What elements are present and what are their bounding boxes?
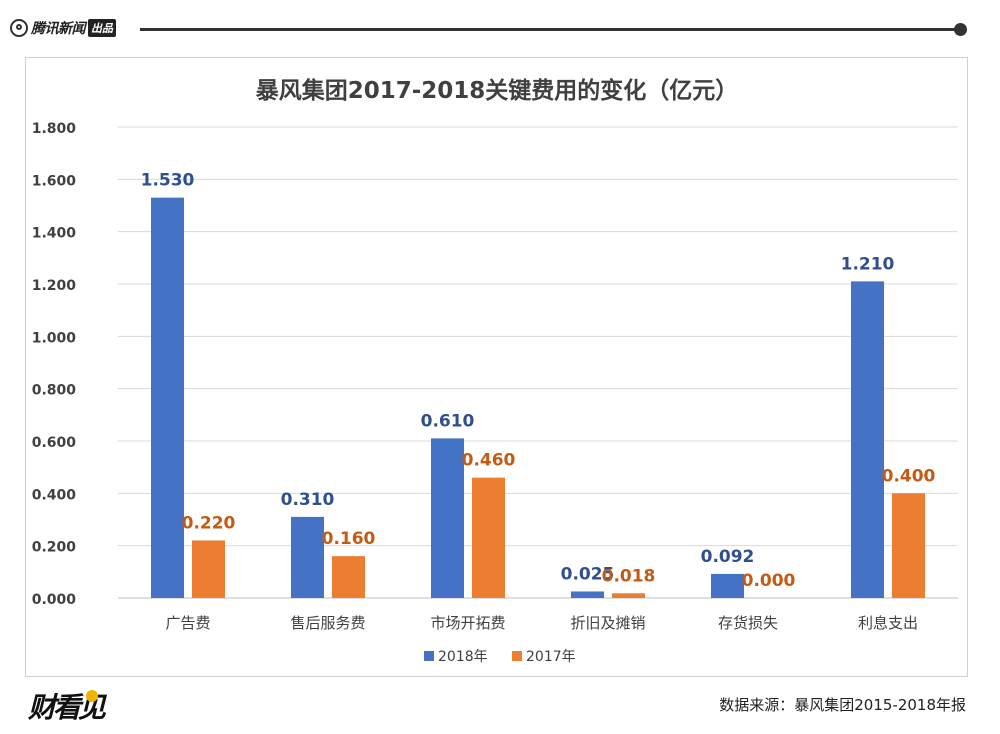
data-label: 0.160 bbox=[322, 529, 376, 549]
y-tick-label: 1.400 bbox=[32, 226, 77, 242]
bar bbox=[151, 197, 184, 598]
data-source: 数据来源：暴风集团2015-2018年报 bbox=[719, 696, 966, 714]
chart-title: 暴风集团2017-2018关键费用的变化（亿元） bbox=[256, 77, 739, 104]
bar bbox=[291, 516, 324, 598]
bar bbox=[192, 540, 225, 598]
data-label: 0.220 bbox=[182, 513, 236, 533]
x-tick-label: 存货损失 bbox=[718, 614, 778, 632]
data-labels: 1.530 0.220 0.310 0.160 0.610 0.460 0.0250.018… bbox=[141, 171, 936, 591]
x-tick-label: 折旧及摊销 bbox=[570, 614, 645, 632]
brand-badge: 出品 bbox=[88, 19, 116, 37]
legend-label: 2018年 bbox=[438, 649, 488, 665]
bar bbox=[612, 593, 645, 598]
bar bbox=[851, 281, 884, 598]
x-tick-label: 售后服务费 bbox=[290, 614, 365, 632]
y-tick-label: 0.600 bbox=[32, 435, 77, 451]
y-axis-ticks: 0.000 0.200 0.400 0.600 0.800 1.000 1.200 1.400… bbox=[32, 121, 77, 608]
footer-logo: 财看见 bbox=[28, 686, 106, 726]
data-label: 0.310 bbox=[281, 490, 335, 510]
data-label: 0.025 bbox=[561, 564, 615, 584]
data-label: 1.210 bbox=[841, 254, 895, 274]
data-label: 1.530 bbox=[141, 171, 195, 191]
legend-swatch bbox=[512, 651, 522, 661]
x-tick-label: 市场开拓费 bbox=[430, 614, 505, 632]
y-tick-label: 0.200 bbox=[32, 540, 77, 556]
y-tick-label: 1.800 bbox=[32, 121, 77, 137]
data-label: 0.610 bbox=[421, 411, 475, 431]
footer-logo-mark-icon bbox=[86, 690, 98, 702]
y-tick-label: 1.200 bbox=[32, 278, 77, 294]
bar bbox=[472, 477, 505, 598]
bar bbox=[711, 573, 744, 598]
y-tick-label: 0.800 bbox=[32, 383, 77, 399]
brand-name: 腾讯新闻 bbox=[31, 21, 86, 37]
bar bbox=[431, 438, 464, 598]
legend-label: 2017年 bbox=[526, 649, 576, 665]
data-label: 0.018 bbox=[602, 566, 656, 586]
header-divider-line bbox=[140, 28, 958, 31]
y-tick-label: 1.600 bbox=[32, 173, 77, 189]
tencent-logo-icon bbox=[10, 19, 28, 37]
header-divider-dot bbox=[954, 23, 967, 36]
bar bbox=[571, 591, 604, 598]
data-label: 0.460 bbox=[462, 451, 516, 471]
y-tick-label: 0.400 bbox=[32, 487, 77, 503]
bars bbox=[151, 197, 925, 598]
bar bbox=[332, 556, 365, 598]
bar bbox=[892, 493, 925, 598]
data-label: 0.092 bbox=[701, 547, 755, 567]
brand: 腾讯新闻 出品 bbox=[10, 18, 116, 38]
legend: 2018年 2017年 bbox=[424, 649, 576, 665]
grid-lines bbox=[118, 126, 958, 599]
x-tick-label: 利息支出 bbox=[858, 614, 918, 632]
data-label: 0.000 bbox=[742, 571, 796, 591]
x-axis-ticks: 广告费 售后服务费 市场开拓费 折旧及摊销 存货损失 利息支出 bbox=[165, 614, 918, 632]
y-tick-label: 0.000 bbox=[32, 592, 77, 608]
header: 腾讯新闻 出品 bbox=[0, 0, 1000, 58]
legend-swatch bbox=[424, 651, 434, 661]
x-tick-label: 广告费 bbox=[165, 614, 210, 632]
data-label: 0.400 bbox=[882, 466, 936, 486]
y-tick-label: 1.000 bbox=[32, 330, 77, 346]
